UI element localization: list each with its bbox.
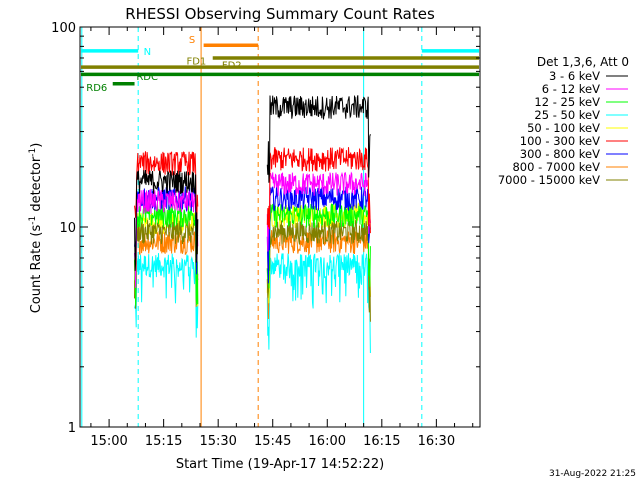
- marker-fd2: FD2: [212, 56, 479, 71]
- marker-rd6: RD6: [86, 82, 135, 94]
- marker-label: FD1: [186, 56, 206, 67]
- legend-entry-label: 300 - 800 keV: [520, 147, 600, 161]
- series-25-50-kev: [134, 253, 371, 354]
- legend-entry-label: 800 - 7000 keV: [512, 160, 600, 174]
- series-trace: [134, 253, 199, 338]
- legend-entry-label: 50 - 100 keV: [527, 121, 600, 135]
- y-axis-label: Count Rate (s-1 detector-1): [28, 143, 44, 314]
- x-tick-label: 16:30: [418, 434, 455, 449]
- chart-title: RHESSI Observing Summary Count Rates: [125, 5, 435, 23]
- series-trace: [266, 219, 371, 322]
- series-trace: [134, 169, 199, 271]
- series-6-12-kev: [134, 171, 371, 288]
- legend-entry-label: 6 - 12 keV: [542, 82, 600, 96]
- series-trace: [266, 253, 371, 354]
- series-3-6-kev: [134, 94, 371, 271]
- series-trace: [134, 203, 199, 306]
- marker-rdc: RDC: [81, 72, 479, 83]
- series-trace: [266, 147, 371, 234]
- marker-s: S: [189, 35, 259, 48]
- series-trace: [266, 171, 371, 252]
- x-tick-label: 15:45: [254, 434, 291, 449]
- marker-label: N: [144, 47, 151, 58]
- series-trace: [134, 188, 199, 288]
- marker-label: S: [189, 35, 195, 46]
- legend-entry-label: 100 - 300 keV: [520, 134, 600, 148]
- series-trace: [134, 231, 199, 307]
- series-800-7000-kev: [134, 229, 371, 320]
- legend-entry-label: 12 - 25 keV: [534, 95, 600, 109]
- legend-entry-label: 25 - 50 keV: [534, 108, 600, 122]
- x-tick-label: 15:30: [199, 434, 236, 449]
- series-trace: [266, 94, 371, 183]
- series-100-300-kev: [134, 147, 371, 237]
- generation-timestamp: 31-Aug-2022 21:25: [549, 469, 636, 479]
- x-axis-label: Start Time (19-Apr-17 14:52:22): [176, 457, 384, 472]
- x-tick-label: 15:00: [90, 434, 127, 449]
- x-tick-label: 16:15: [363, 434, 400, 449]
- x-tick-label: 15:15: [145, 434, 182, 449]
- y-tick-label: 100: [51, 21, 76, 36]
- y-tick-label: 1: [68, 421, 76, 436]
- marker-fd1: FD1: [81, 56, 479, 69]
- marker-label: FD2: [222, 60, 242, 71]
- x-tick-label: 16:00: [309, 434, 346, 449]
- legend-header: Det 1,3,6, Att 0: [537, 55, 629, 69]
- legend-entry-label: 3 - 6 keV: [549, 69, 600, 83]
- marker-n: N: [81, 47, 479, 58]
- legend-entry-label: 7000 - 15000 keV: [498, 173, 600, 187]
- marker-label: RDC: [136, 72, 158, 83]
- axis-ticks: 15:00 15:15 15:30 15:45 16:00 16:15 16:30 1 10 10…: [51, 21, 480, 449]
- marker-label: RD6: [86, 83, 107, 94]
- plot-area: N S FD1 FD2 RDC RD6: [81, 27, 479, 427]
- series-trace: [134, 151, 199, 237]
- series-trace: [266, 203, 371, 289]
- y-tick-label: 10: [59, 221, 76, 236]
- series-12-25-kev: [134, 203, 371, 306]
